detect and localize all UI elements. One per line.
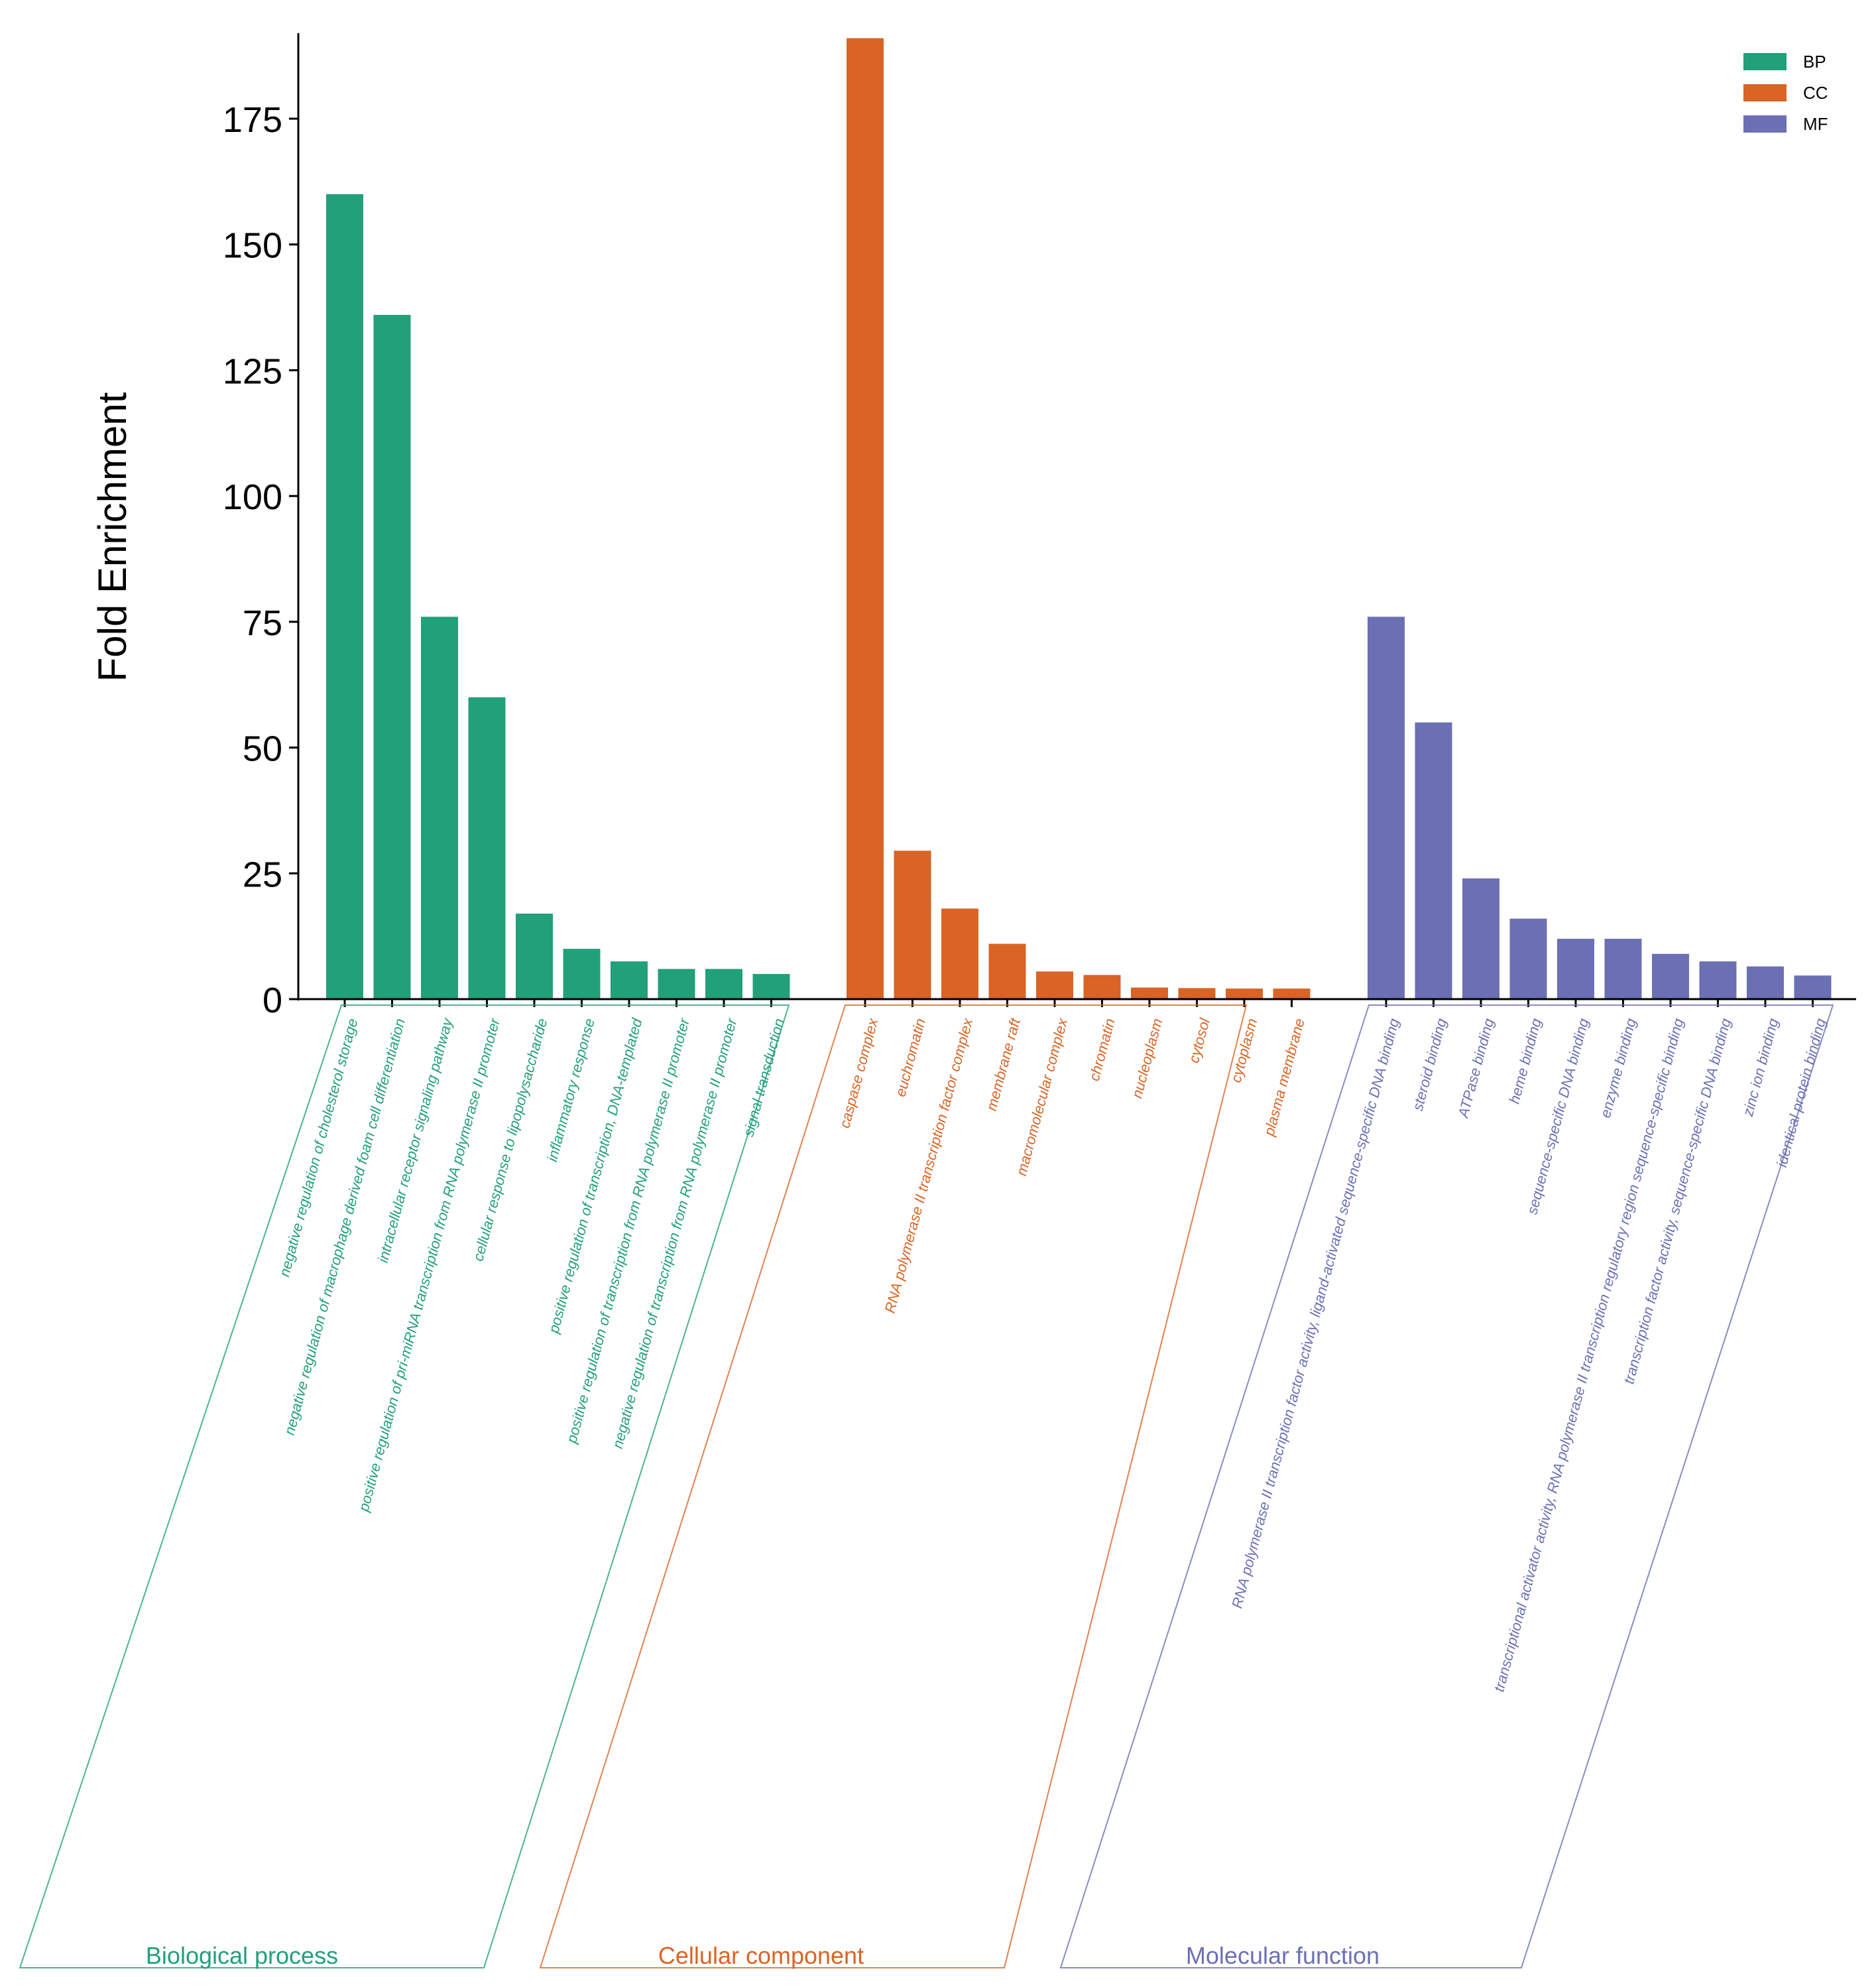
legend-label-bp: BP <box>1803 52 1826 72</box>
group-label-biological-process: Biological process <box>146 1942 338 1969</box>
bar-steroid-binding <box>1415 722 1452 999</box>
bar-macromolecular-complex <box>1036 971 1073 999</box>
bar-chromatin <box>1083 975 1121 999</box>
bar-euchromatin <box>894 851 931 999</box>
bar-group-bp <box>326 194 790 999</box>
bar-transcription-factor-activity-sequence-specific-dna-binding <box>1699 961 1737 999</box>
bar-positive-regulation-of-transcription-from-rna-polymerase-ii- <box>658 969 695 999</box>
category-label: caspase complex <box>836 1016 881 1130</box>
y-tick-label: 75 <box>243 603 282 643</box>
category-label: macromolecular complex <box>1013 1016 1071 1177</box>
legend-swatch-cc <box>1743 84 1787 101</box>
bar-membrane-raft <box>988 943 1026 999</box>
category-label: identical protein binding <box>1773 1016 1829 1169</box>
category-label: steroid binding <box>1409 1016 1450 1113</box>
bar-cytoplasm <box>1226 989 1263 999</box>
legend-label-cc: CC <box>1803 83 1828 103</box>
category-label: heme binding <box>1506 1016 1545 1106</box>
category-label: euchromatin <box>892 1016 928 1098</box>
category-label: positive regulation of transcription, DN… <box>545 1016 646 1336</box>
bar-negative-regulation-of-macrophage-derived-foam-cell-differen <box>373 314 411 999</box>
bar-positive-regulation-of-transcription-dna-templated <box>611 961 648 999</box>
bar-group-cc <box>847 38 1311 1000</box>
bar-negative-regulation-of-transcription-from-rna-polymerase-ii- <box>705 969 742 999</box>
x-axis <box>298 998 1856 1007</box>
bar-nucleoplasm <box>1131 987 1168 999</box>
category-label: enzyme binding <box>1597 1016 1639 1120</box>
bar-rna-polymerase-ii-transcription-factor-activity-ligand-activ <box>1368 617 1405 999</box>
y-tick-label: 150 <box>223 226 282 266</box>
group-box-cellular-component <box>539 1004 1248 1968</box>
bar-atpase-binding <box>1462 878 1499 999</box>
category-label: signal transduction <box>740 1016 788 1138</box>
legend-swatch-mf <box>1743 115 1787 133</box>
group-boxes: Biological process Cellular component Mole… <box>19 1004 1834 1969</box>
group-box-biological-process <box>19 1004 790 1968</box>
group-box-molecular-function <box>1059 1004 1834 1968</box>
bar-transcriptional-activator-activity-rna-polymerase-ii-transcr <box>1652 953 1689 999</box>
bar-plasma-membrane <box>1273 989 1311 999</box>
y-axis: 0 25 50 75 100 125 150 175 <box>223 33 300 1020</box>
category-label: chromatin <box>1086 1016 1118 1083</box>
y-tick-label: 100 <box>223 477 282 517</box>
y-tick-label: 50 <box>243 729 282 769</box>
category-label: transcriptional activator activity, RNA … <box>1490 1016 1686 1694</box>
bar-identical-protein-binding <box>1794 975 1832 999</box>
bar-negative-regulation-of-cholesterol-storage <box>326 194 363 999</box>
category-labels: negative regulation of cholesterol stora… <box>276 1015 1829 1693</box>
y-tick-label: 25 <box>243 855 282 894</box>
bar-cellular-response-to-lipopolysaccharide <box>516 913 553 999</box>
bar-positive-regulation-of-pri-mirna-transcription-from-rna-poly <box>468 697 506 999</box>
bar-zinc-ion-binding <box>1747 966 1784 999</box>
category-label: cytoplasm <box>1228 1016 1261 1084</box>
y-axis-label: Fold Enrichment <box>90 392 135 682</box>
category-label: zinc ion binding <box>1739 1016 1782 1119</box>
category-label: inflammatory response <box>544 1016 598 1163</box>
y-tick-label: 175 <box>223 100 282 140</box>
legend-swatch-bp <box>1743 53 1787 70</box>
bar-rna-polymerase-ii-transcription-factor-complex <box>941 908 978 999</box>
category-label: plasma membrane <box>1260 1016 1308 1138</box>
y-tick-label: 0 <box>263 981 282 1020</box>
bar-cytosol <box>1178 988 1216 999</box>
bar-signal-transduction <box>752 974 790 999</box>
group-label-molecular-function: Molecular function <box>1186 1942 1379 1969</box>
bar-inflammatory-response <box>563 949 601 999</box>
category-label: membrane raft <box>983 1016 1024 1113</box>
category-label: nucleoplasm <box>1128 1016 1165 1100</box>
bars <box>326 38 1832 1000</box>
bar-caspase-complex <box>847 38 884 1000</box>
category-label: RNA polymerase II transcription factor c… <box>882 1016 976 1315</box>
bar-sequence-specific-dna-binding <box>1557 938 1594 999</box>
y-tick-label: 125 <box>223 351 282 391</box>
bar-intracellular-receptor-signaling-pathway <box>421 617 458 999</box>
category-label: ATPase binding <box>1454 1016 1497 1121</box>
legend: BP CC MF <box>1743 52 1828 134</box>
group-label-cellular-component: Cellular component <box>658 1942 864 1969</box>
legend-label-mf: MF <box>1803 114 1828 134</box>
category-label: cytosol <box>1185 1016 1213 1065</box>
bar-group-mf <box>1368 617 1832 999</box>
bar-heme-binding <box>1509 918 1547 999</box>
bar-enzyme-binding <box>1604 938 1642 999</box>
category-label: RNA polymerase II transcription factor a… <box>1228 1016 1402 1610</box>
